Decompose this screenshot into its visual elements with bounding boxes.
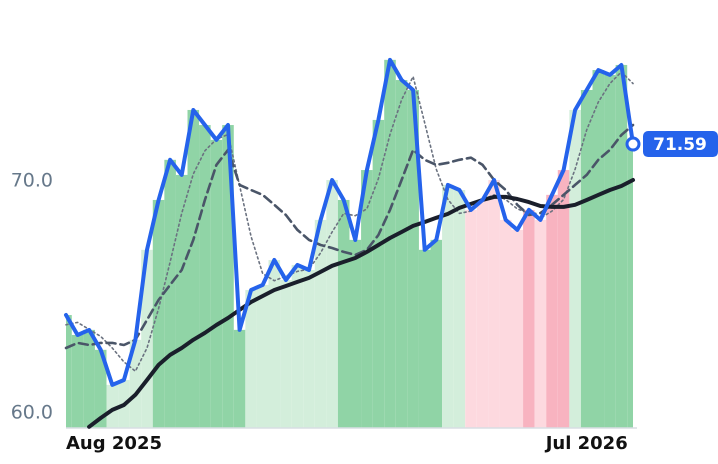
zone-bar — [245, 289, 257, 428]
zone-bar — [488, 180, 500, 428]
zone-bar — [175, 174, 188, 428]
zone-bar — [268, 260, 281, 428]
zone-bar — [71, 334, 84, 428]
zone-bar — [129, 339, 142, 428]
zone-bar — [465, 209, 477, 428]
zone-bar — [141, 249, 153, 428]
zone-bar — [372, 119, 385, 428]
zone-bar — [210, 139, 223, 428]
zone-bar — [106, 384, 119, 428]
zone-bar — [604, 74, 616, 428]
zone-bar — [280, 279, 292, 428]
zone-bar — [222, 125, 234, 428]
zone-bar — [349, 239, 362, 428]
zone-bar — [453, 189, 466, 428]
zone-bar — [523, 209, 535, 428]
zone-bar — [476, 199, 489, 428]
zone-bar — [314, 219, 327, 428]
zone-bar — [361, 170, 373, 429]
zone-bar — [569, 109, 581, 428]
zone-bar — [291, 264, 304, 428]
y-tick-label: 60.0 — [11, 401, 53, 423]
zone-bar — [546, 194, 558, 428]
zone-bar — [152, 199, 165, 428]
zone-bar — [83, 329, 95, 428]
series-line — [64, 123, 635, 350]
x-tick-label: Jul 2026 — [544, 433, 628, 454]
zone-bar — [233, 329, 246, 428]
zone-bar — [442, 184, 454, 428]
zone-bar — [256, 284, 269, 428]
series-line — [87, 178, 635, 429]
zone-bar — [418, 249, 431, 428]
zone-bar — [395, 80, 408, 428]
zone-bar — [499, 219, 512, 428]
x-tick-label: Aug 2025 — [66, 433, 162, 454]
zone-bar — [627, 144, 633, 428]
zone-bar — [384, 59, 396, 429]
zone-bar — [511, 229, 524, 428]
zone-bar — [337, 199, 350, 428]
zone-bar — [580, 90, 593, 428]
zone-bar — [557, 170, 570, 429]
last-value-label: 71.59 — [653, 135, 707, 155]
zone-bar — [199, 125, 211, 428]
y-tick-label: 70.0 — [11, 169, 53, 191]
zone-bar — [303, 270, 315, 428]
zone-bar — [592, 70, 605, 429]
last-value-dot — [625, 136, 641, 152]
zone-bar — [187, 109, 200, 428]
zone-bar — [66, 315, 72, 428]
last-value-badge — [643, 131, 718, 158]
series-line — [64, 57, 635, 387]
zone-bar — [534, 219, 547, 428]
zone-bar — [94, 349, 107, 428]
zone-bar — [164, 159, 176, 428]
zone-bar — [407, 90, 419, 428]
zone-bar — [326, 180, 338, 428]
zone-bar — [430, 239, 443, 428]
zone-bar — [615, 64, 628, 429]
